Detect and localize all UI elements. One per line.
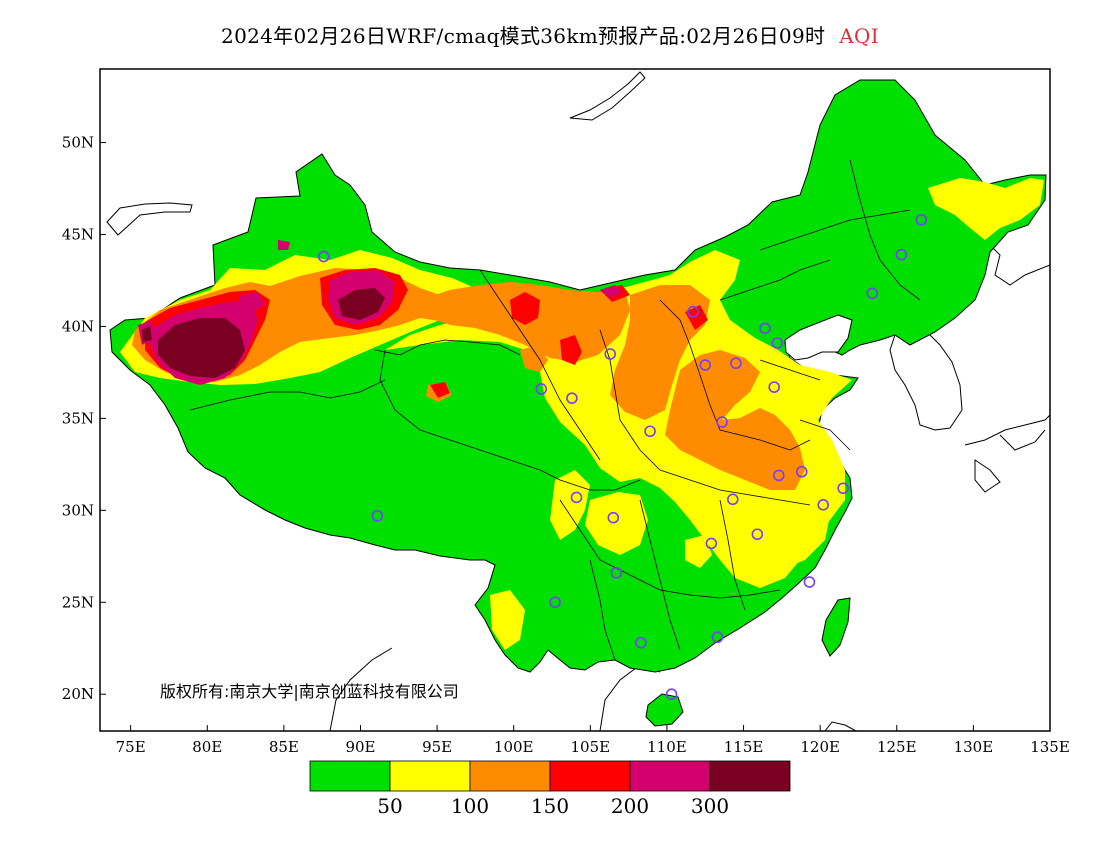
station-marker <box>915 213 928 226</box>
station-marker <box>535 383 548 395</box>
station-marker <box>772 469 785 482</box>
station-marker <box>817 499 830 511</box>
lon-tick-label: 105E <box>571 738 611 756</box>
lat-tick-label: 40N <box>62 317 94 335</box>
lat-tick-label: 20N <box>62 685 94 703</box>
latitude-axis: 20N 25N 30N 35N 40N 45N 50N <box>62 134 106 703</box>
legend-swatch <box>629 760 711 792</box>
station-marker <box>771 337 784 349</box>
legend-swatch <box>469 760 551 792</box>
station-marker <box>895 248 908 261</box>
lon-tick-label: 130E <box>954 738 994 756</box>
lon-tick-label: 120E <box>800 738 840 756</box>
station-marker <box>837 482 849 495</box>
station-marker <box>610 567 623 579</box>
station-marker <box>768 381 780 393</box>
station-marker <box>607 511 620 524</box>
title-main: 2024年02月26日WRF/cmaq模式36km预报产品:02月26日09时 <box>221 24 826 48</box>
station-marker <box>727 493 739 506</box>
lat-tick-label: 30N <box>62 501 94 519</box>
station-marker <box>644 425 656 438</box>
station-marker <box>716 416 728 428</box>
station-marker <box>705 537 718 550</box>
aqi-zone-hazardous <box>142 288 385 378</box>
lon-tick-label: 85E <box>269 738 299 756</box>
lon-tick-label: 75E <box>116 738 146 756</box>
station-marker <box>687 305 699 318</box>
legend-swatch <box>549 760 631 792</box>
station-marker <box>371 510 384 522</box>
station-marker <box>730 357 742 370</box>
station-marker <box>866 287 879 300</box>
hainan-island <box>645 693 684 727</box>
map-title: 2024年02月26日WRF/cmaq模式36km预报产品:02月26日09时 A… <box>0 20 1100 49</box>
lon-tick-label: 125E <box>877 738 917 756</box>
longitude-axis: 75E 80E 85E 90E 95E 100E 105E 110E 115E 120E 125E 1… <box>116 725 1070 756</box>
lake-balkhash <box>106 202 193 236</box>
lat-tick-label: 25N <box>62 593 94 611</box>
copyright-text: 版权所有:南京大学|南京创蓝科技有限公司 <box>160 682 459 701</box>
lon-tick-label: 90E <box>345 738 375 756</box>
station-marker <box>665 688 678 701</box>
lake-baikal <box>569 71 646 121</box>
station-marker <box>566 392 578 404</box>
legend-swatch <box>709 760 791 792</box>
legend-label: 200 <box>611 794 649 818</box>
station-marker <box>317 250 330 263</box>
station-marker <box>635 636 647 649</box>
station-marker <box>803 576 816 588</box>
station-marker <box>570 491 583 504</box>
lon-tick-label: 80E <box>192 738 222 756</box>
station-marker <box>795 465 808 478</box>
legend-label: 50 <box>377 794 402 818</box>
station-marker <box>711 631 724 644</box>
coastline-korea <box>889 324 963 431</box>
station-marker <box>751 528 764 541</box>
title-variable: AQI <box>839 24 879 48</box>
legend-label: 150 <box>531 794 569 818</box>
lon-tick-label: 135E <box>1030 738 1070 756</box>
bohai-sea <box>784 314 853 361</box>
station-marker <box>699 359 712 371</box>
legend-swatch <box>389 760 471 792</box>
lat-tick-label: 50N <box>62 134 94 152</box>
lon-tick-label: 115E <box>724 738 764 756</box>
taiwan-island <box>821 597 851 657</box>
coastline-russia-coast <box>984 239 1050 286</box>
lat-tick-label: 45N <box>62 226 94 244</box>
lon-tick-label: 100E <box>494 738 534 756</box>
station-marker <box>759 322 771 335</box>
station-markers <box>317 213 928 701</box>
lat-tick-label: 35N <box>62 409 94 427</box>
province-boundaries <box>189 159 921 661</box>
lon-tick-label: 95E <box>422 738 452 756</box>
aqi-legend: 50 100 150 200 300 <box>309 760 791 818</box>
station-marker <box>549 596 561 609</box>
map-layers <box>106 71 1050 731</box>
legend-swatch <box>309 760 391 792</box>
legend-label: 300 <box>691 794 729 818</box>
legend-label: 100 <box>451 794 489 818</box>
station-marker <box>604 348 617 360</box>
lon-tick-label: 110E <box>647 738 687 756</box>
coastline-japan <box>964 414 1050 493</box>
